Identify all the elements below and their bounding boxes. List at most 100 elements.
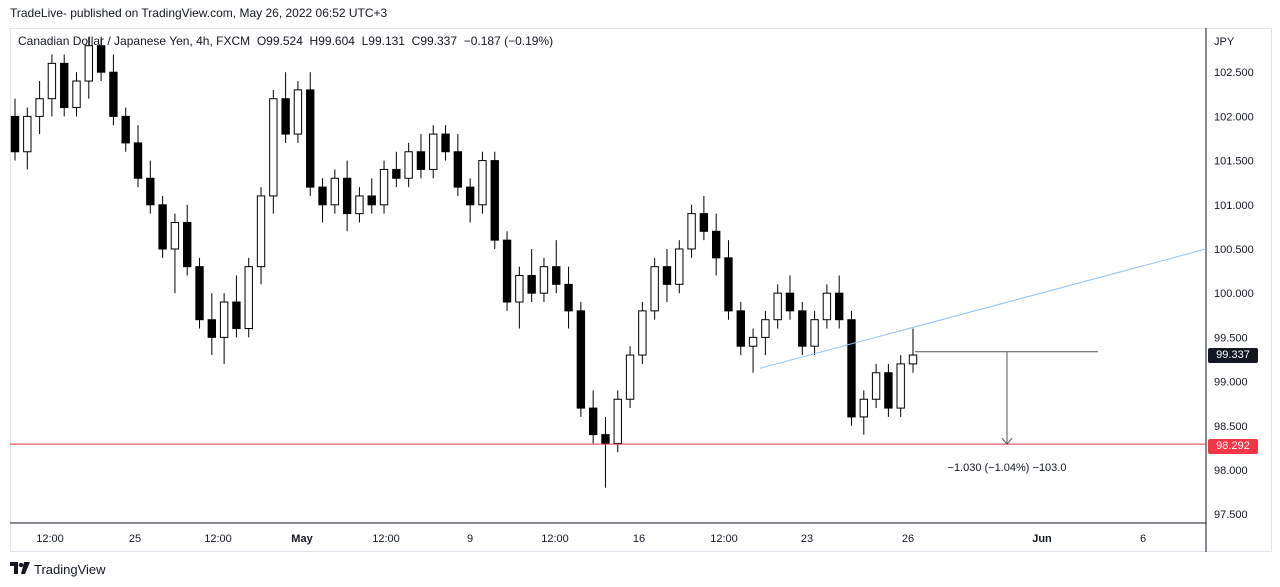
tradingview-logo-icon: [10, 561, 30, 577]
chart-frame[interactable]: [10, 28, 1272, 552]
candle-body: [711, 230, 721, 259]
candle-body: [207, 319, 217, 338]
overlays-group: −1.030 (−1.04%) −103.0: [10, 248, 1207, 474]
open-value: 99.524: [266, 34, 303, 48]
candle-body: [675, 248, 684, 285]
price-tick-label: 100.500: [1214, 244, 1254, 256]
candle-body: [490, 160, 499, 241]
candles-group: [10, 36, 918, 488]
candle-body: [871, 372, 881, 400]
candle-body: [884, 372, 893, 409]
time-tick-label: Jun: [1032, 533, 1052, 545]
candle-body: [96, 45, 106, 73]
candle-body: [392, 168, 401, 179]
time-tick-label: 16: [633, 533, 645, 545]
time-axis-ticks: 12:00 25 12:00 May 12:00 9 12:00 16 12:00 23 26 Jun…: [36, 533, 1146, 545]
current-price-badge: 99.337: [1208, 348, 1258, 363]
candle-body: [835, 292, 844, 321]
candle-body: [269, 98, 278, 197]
time-tick-label: 12:00: [710, 533, 738, 545]
candle-body: [810, 319, 819, 347]
footer-brand[interactable]: TradingView: [10, 561, 106, 577]
price-tick-label: 102.500: [1214, 67, 1254, 79]
candle-body: [588, 407, 598, 436]
candle-body: [133, 142, 143, 179]
candle-body: [170, 221, 180, 250]
symbol-name: Canadian Dollar / Japanese Yen, 4h, FXCM: [18, 34, 251, 48]
candle-body: [47, 62, 57, 100]
candle-body: [638, 310, 647, 356]
candle-body: [465, 186, 475, 206]
candle-body: [183, 221, 192, 268]
candle-body: [219, 301, 229, 338]
candle-body: [72, 80, 81, 109]
time-tick-label: 12:00: [204, 533, 232, 545]
price-tick-label: 101.500: [1214, 156, 1254, 168]
candle-body: [244, 266, 253, 330]
close-label: C: [411, 34, 421, 48]
candle-body: [650, 266, 659, 312]
candle-body: [515, 275, 524, 303]
candle-body: [306, 89, 315, 188]
candle-body: [687, 213, 696, 250]
candle-body: [896, 363, 905, 409]
candle-body: [256, 195, 266, 268]
candle-body: [195, 266, 204, 321]
candle-body: [367, 195, 376, 206]
time-tick-label: 12:00: [541, 533, 569, 545]
candle-body: [293, 89, 303, 135]
candle-body: [158, 204, 167, 250]
candle-body: [60, 62, 69, 109]
candle-body: [724, 257, 733, 312]
candle-body: [761, 319, 770, 338]
candle-body: [232, 301, 241, 330]
publish-line: TradeLive- published on TradingView.com,…: [10, 6, 388, 20]
close-value: 99.337: [420, 34, 458, 48]
candle-body: [330, 177, 340, 206]
candle-body: [10, 115, 20, 153]
price-tick-label: 102.000: [1214, 111, 1254, 123]
candle-body: [539, 266, 549, 294]
candle-body: [736, 310, 745, 347]
candle-body: [908, 354, 918, 365]
candle-body: [798, 310, 807, 347]
measure-label: −1.030 (−1.04%) −103.0: [948, 462, 1067, 474]
candle-body: [662, 266, 672, 285]
candle-body: [429, 133, 438, 170]
price-tick-label: 99.500: [1214, 332, 1248, 344]
high-value: 99.604: [318, 34, 355, 48]
candle-body: [342, 177, 352, 215]
candle-body: [576, 310, 586, 409]
measure-arrow-head: [1001, 437, 1013, 445]
price-tick-label: 100.000: [1214, 288, 1254, 300]
price-tick-label: 99.000: [1214, 377, 1248, 389]
price-axis-ticks: JPY 102.500 102.000 101.500 101.000 100.500 10…: [1214, 36, 1254, 521]
price-tick-label: 98.500: [1214, 421, 1248, 433]
candle-body: [502, 239, 512, 303]
target-price-badge: 98.292: [1208, 439, 1258, 454]
change-value: −0.187 (−0.19%): [463, 34, 554, 48]
candle-body: [121, 115, 130, 144]
price-tick-label: 97.500: [1214, 509, 1248, 521]
candle-body: [318, 186, 327, 206]
candle-body: [847, 319, 856, 418]
time-tick-label: 6: [1140, 533, 1146, 545]
candle-body: [23, 115, 32, 153]
candle-body: [441, 133, 450, 153]
candle-body: [527, 275, 536, 294]
price-tick-label: 101.000: [1214, 200, 1254, 212]
candle-body: [478, 160, 487, 206]
candle-body: [416, 151, 426, 170]
open-label: O: [256, 34, 267, 48]
time-tick-label: 26: [902, 533, 914, 545]
candle-body: [748, 336, 758, 347]
candle-body: [552, 266, 561, 285]
low-value: 99.131: [368, 34, 405, 48]
candle-body: [773, 292, 782, 321]
candle-body: [84, 45, 93, 82]
candle-body: [785, 292, 795, 312]
time-tick-label: 25: [129, 533, 141, 545]
candle-body: [109, 71, 118, 117]
candle-body: [404, 151, 413, 179]
